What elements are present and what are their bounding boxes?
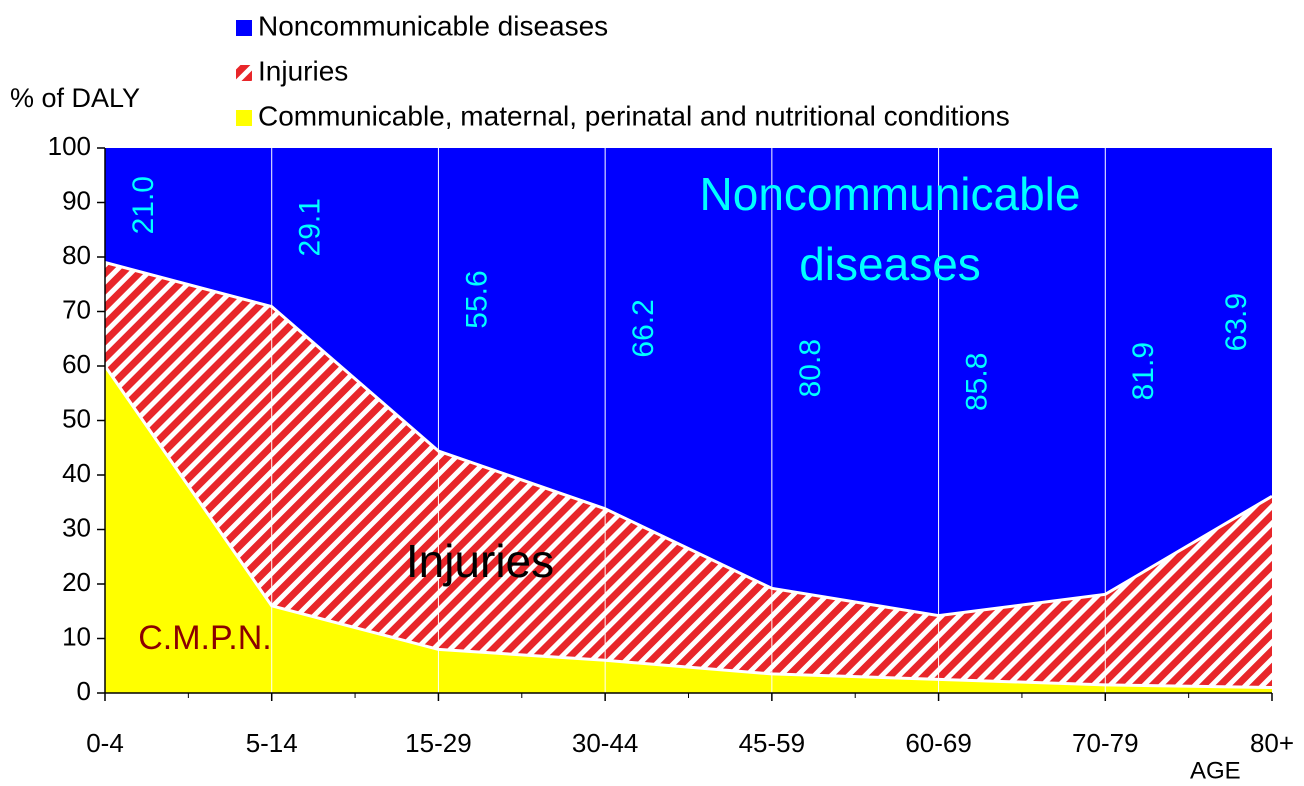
legend-label: Noncommunicable diseases bbox=[258, 10, 608, 41]
value-label: 81.9 bbox=[1127, 342, 1160, 400]
x-tick-label: 15-29 bbox=[405, 728, 472, 758]
x-tick-label: 45-59 bbox=[739, 728, 806, 758]
value-label: 85.8 bbox=[960, 353, 993, 411]
y-tick-label: 0 bbox=[77, 676, 91, 706]
y-tick-label: 40 bbox=[62, 458, 91, 488]
area bbox=[105, 262, 1272, 688]
annotation: Injuries bbox=[406, 535, 554, 587]
area-boundary bbox=[103, 365, 1273, 690]
x-tick-label: 0-4 bbox=[86, 728, 124, 758]
y-tick-label: 80 bbox=[62, 240, 91, 270]
annotation: diseases bbox=[799, 238, 981, 290]
legend-swatch bbox=[236, 65, 252, 81]
x-tick-label: 80+ bbox=[1250, 728, 1294, 758]
annotation: Noncommunicable bbox=[700, 168, 1081, 220]
y-tick-label: 20 bbox=[62, 567, 91, 597]
legend-label: Communicable, maternal, perinatal and nu… bbox=[258, 100, 1010, 131]
x-axis-label: AGE bbox=[1190, 757, 1241, 784]
y-tick-label: 50 bbox=[62, 403, 91, 433]
value-label: 80.8 bbox=[794, 339, 827, 397]
y-tick-label: 100 bbox=[48, 131, 91, 161]
y-tick-label: 70 bbox=[62, 294, 91, 324]
value-label: 66.2 bbox=[627, 299, 660, 357]
area-boundary bbox=[104, 260, 1273, 618]
value-label: 63.9 bbox=[1220, 293, 1253, 351]
x-tick-label: 60-69 bbox=[905, 728, 972, 758]
y-tick-label: 90 bbox=[62, 185, 91, 215]
y-tick-label: 60 bbox=[62, 349, 91, 379]
legend-swatch bbox=[236, 110, 252, 126]
annotation: C.M.P.N. bbox=[138, 619, 272, 657]
value-label: 55.6 bbox=[460, 270, 493, 328]
y-tick-label: 30 bbox=[62, 512, 91, 542]
y-tick-label: 10 bbox=[62, 621, 91, 651]
value-label: 29.1 bbox=[294, 198, 327, 256]
y-axis-label: % of DALY bbox=[10, 83, 140, 113]
value-label: 21.0 bbox=[127, 176, 160, 234]
x-tick-label: 70-79 bbox=[1072, 728, 1139, 758]
area bbox=[105, 366, 1272, 693]
legend-swatch bbox=[236, 20, 252, 36]
x-tick-label: 5-14 bbox=[246, 728, 298, 758]
area bbox=[105, 148, 1272, 616]
legend-label: Injuries bbox=[258, 55, 348, 86]
x-tick-label: 30-44 bbox=[572, 728, 639, 758]
